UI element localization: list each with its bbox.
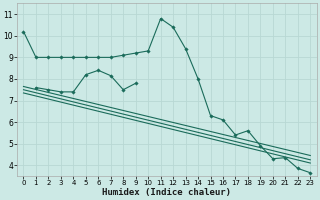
X-axis label: Humidex (Indice chaleur): Humidex (Indice chaleur) xyxy=(102,188,231,197)
